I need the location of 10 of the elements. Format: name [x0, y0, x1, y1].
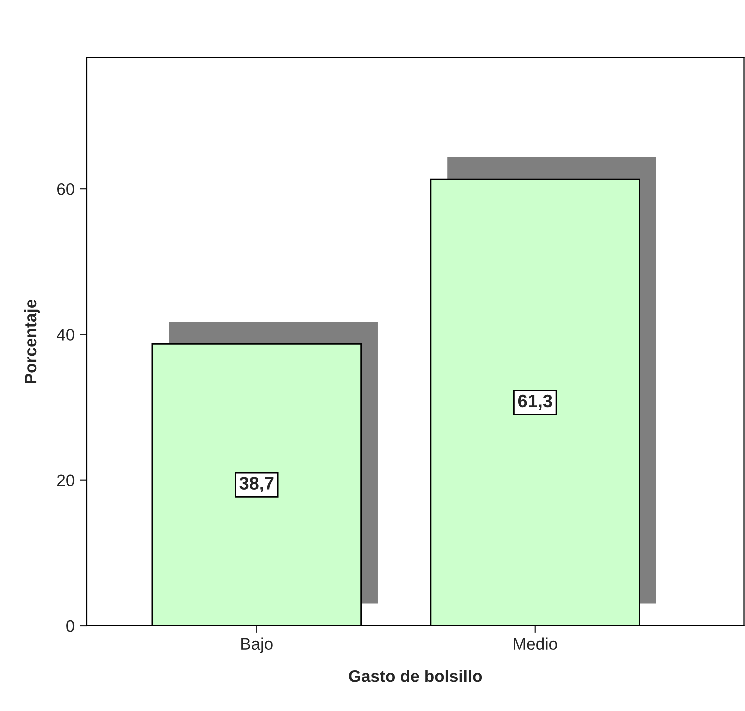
- data-label: 38,7: [240, 477, 274, 493]
- data-label: 61,3: [518, 394, 552, 410]
- y-tick-label: 0: [66, 620, 75, 632]
- y-tick-label: 40: [57, 329, 75, 341]
- x-tick-label: Bajo: [242, 638, 273, 654]
- y-tick-label: 60: [58, 183, 75, 196]
- x-tick-label: Medio: [514, 638, 558, 650]
- y-tick-label: 20: [57, 474, 75, 487]
- x-axis-title: Gasto de bolsillo: [349, 670, 482, 682]
- y-axis-title: Porcentaje: [24, 300, 40, 384]
